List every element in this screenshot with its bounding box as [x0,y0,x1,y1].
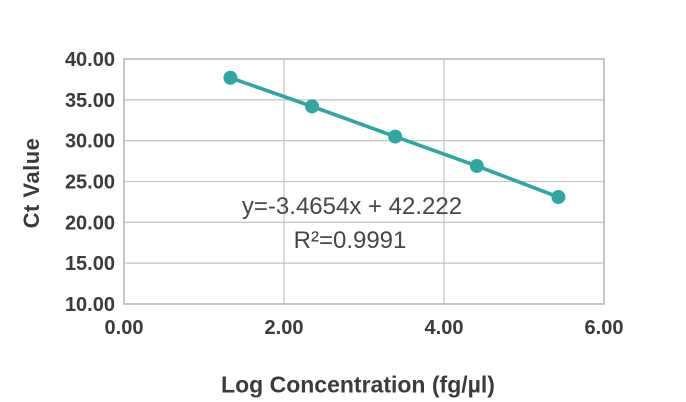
plot-border [123,58,605,305]
y-tick-label: 35.00 [65,90,115,112]
x-tick-label: 6.00 [585,317,624,339]
data-point [305,99,319,114]
x-axis-title: Log Concentration (fg/µl) [221,371,495,398]
data-point [388,129,403,144]
y-tick-label: 25.00 [65,172,115,194]
trendline-equation-label: y=-3.4654x + 42.222 [241,193,463,220]
r-squared-label: R²=0.9991 [293,227,407,254]
data-point [469,158,484,173]
x-tick-label: 0.00 [105,317,144,339]
y-axis-title: Ct Value [19,137,44,229]
y-tick-label: 15.00 [65,253,115,275]
x-tick-label: 2.00 [265,317,304,339]
x-tick-label: 4.00 [425,317,464,339]
y-tick-label: 30.00 [65,131,115,153]
y-tick-label: 40.00 [65,49,115,71]
data-point [223,70,238,85]
data-point [551,190,566,205]
y-tick-label: 20.00 [65,212,115,234]
y-tick-label: 10.00 [65,294,115,316]
